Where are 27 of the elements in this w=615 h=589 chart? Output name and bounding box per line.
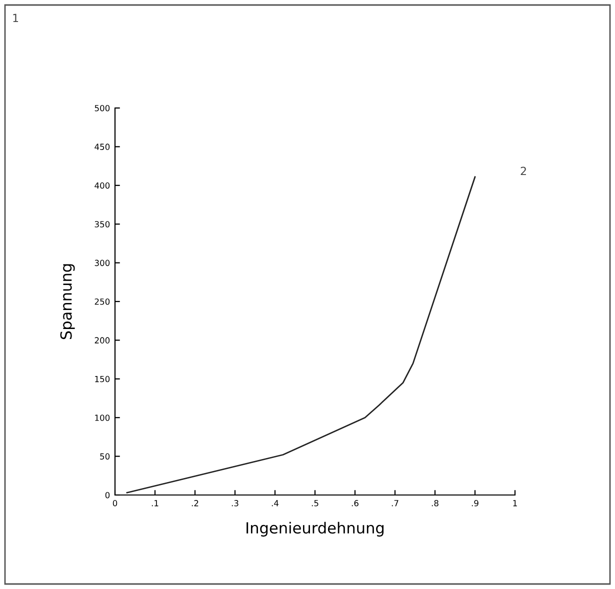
x-tick-label: .3 [232, 500, 238, 506]
x-tick-label: .9 [472, 500, 478, 506]
x-tick-label: .7 [392, 500, 398, 506]
x-tick-label: .5 [312, 500, 318, 506]
y-tick-label: 100 [95, 414, 110, 421]
text: 1 [13, 14, 18, 22]
x-tick-label: .8 [432, 500, 438, 506]
y-tick-label: 350 [94, 221, 110, 228]
x-tick-label: 1 [513, 500, 517, 506]
y-tick-label: 200 [94, 337, 110, 344]
x-axis-title: Ingenieurdehnung [246, 522, 384, 537]
x-tick-label: 0 [112, 500, 118, 506]
y-tick-label: 400 [94, 182, 110, 189]
line-series [126, 176, 476, 494]
y-tick-label: 50 [100, 453, 110, 460]
x-tick-label: .2 [192, 500, 198, 506]
x-tick-label: .4 [272, 500, 279, 506]
y-tick-label: 0 [105, 492, 110, 498]
text: 2 [520, 166, 526, 175]
y-tick-label: 500 [94, 104, 110, 112]
y-tick-label: 150 [95, 376, 110, 382]
x-tick-label: .1 [152, 500, 158, 506]
y-axis-title: Spannung [60, 264, 75, 340]
y-tick-label: 450 [94, 144, 110, 150]
x-tick-label: .6 [352, 500, 358, 506]
y-tick-label: 250 [94, 298, 110, 305]
y-tick-label: 300 [94, 260, 110, 266]
